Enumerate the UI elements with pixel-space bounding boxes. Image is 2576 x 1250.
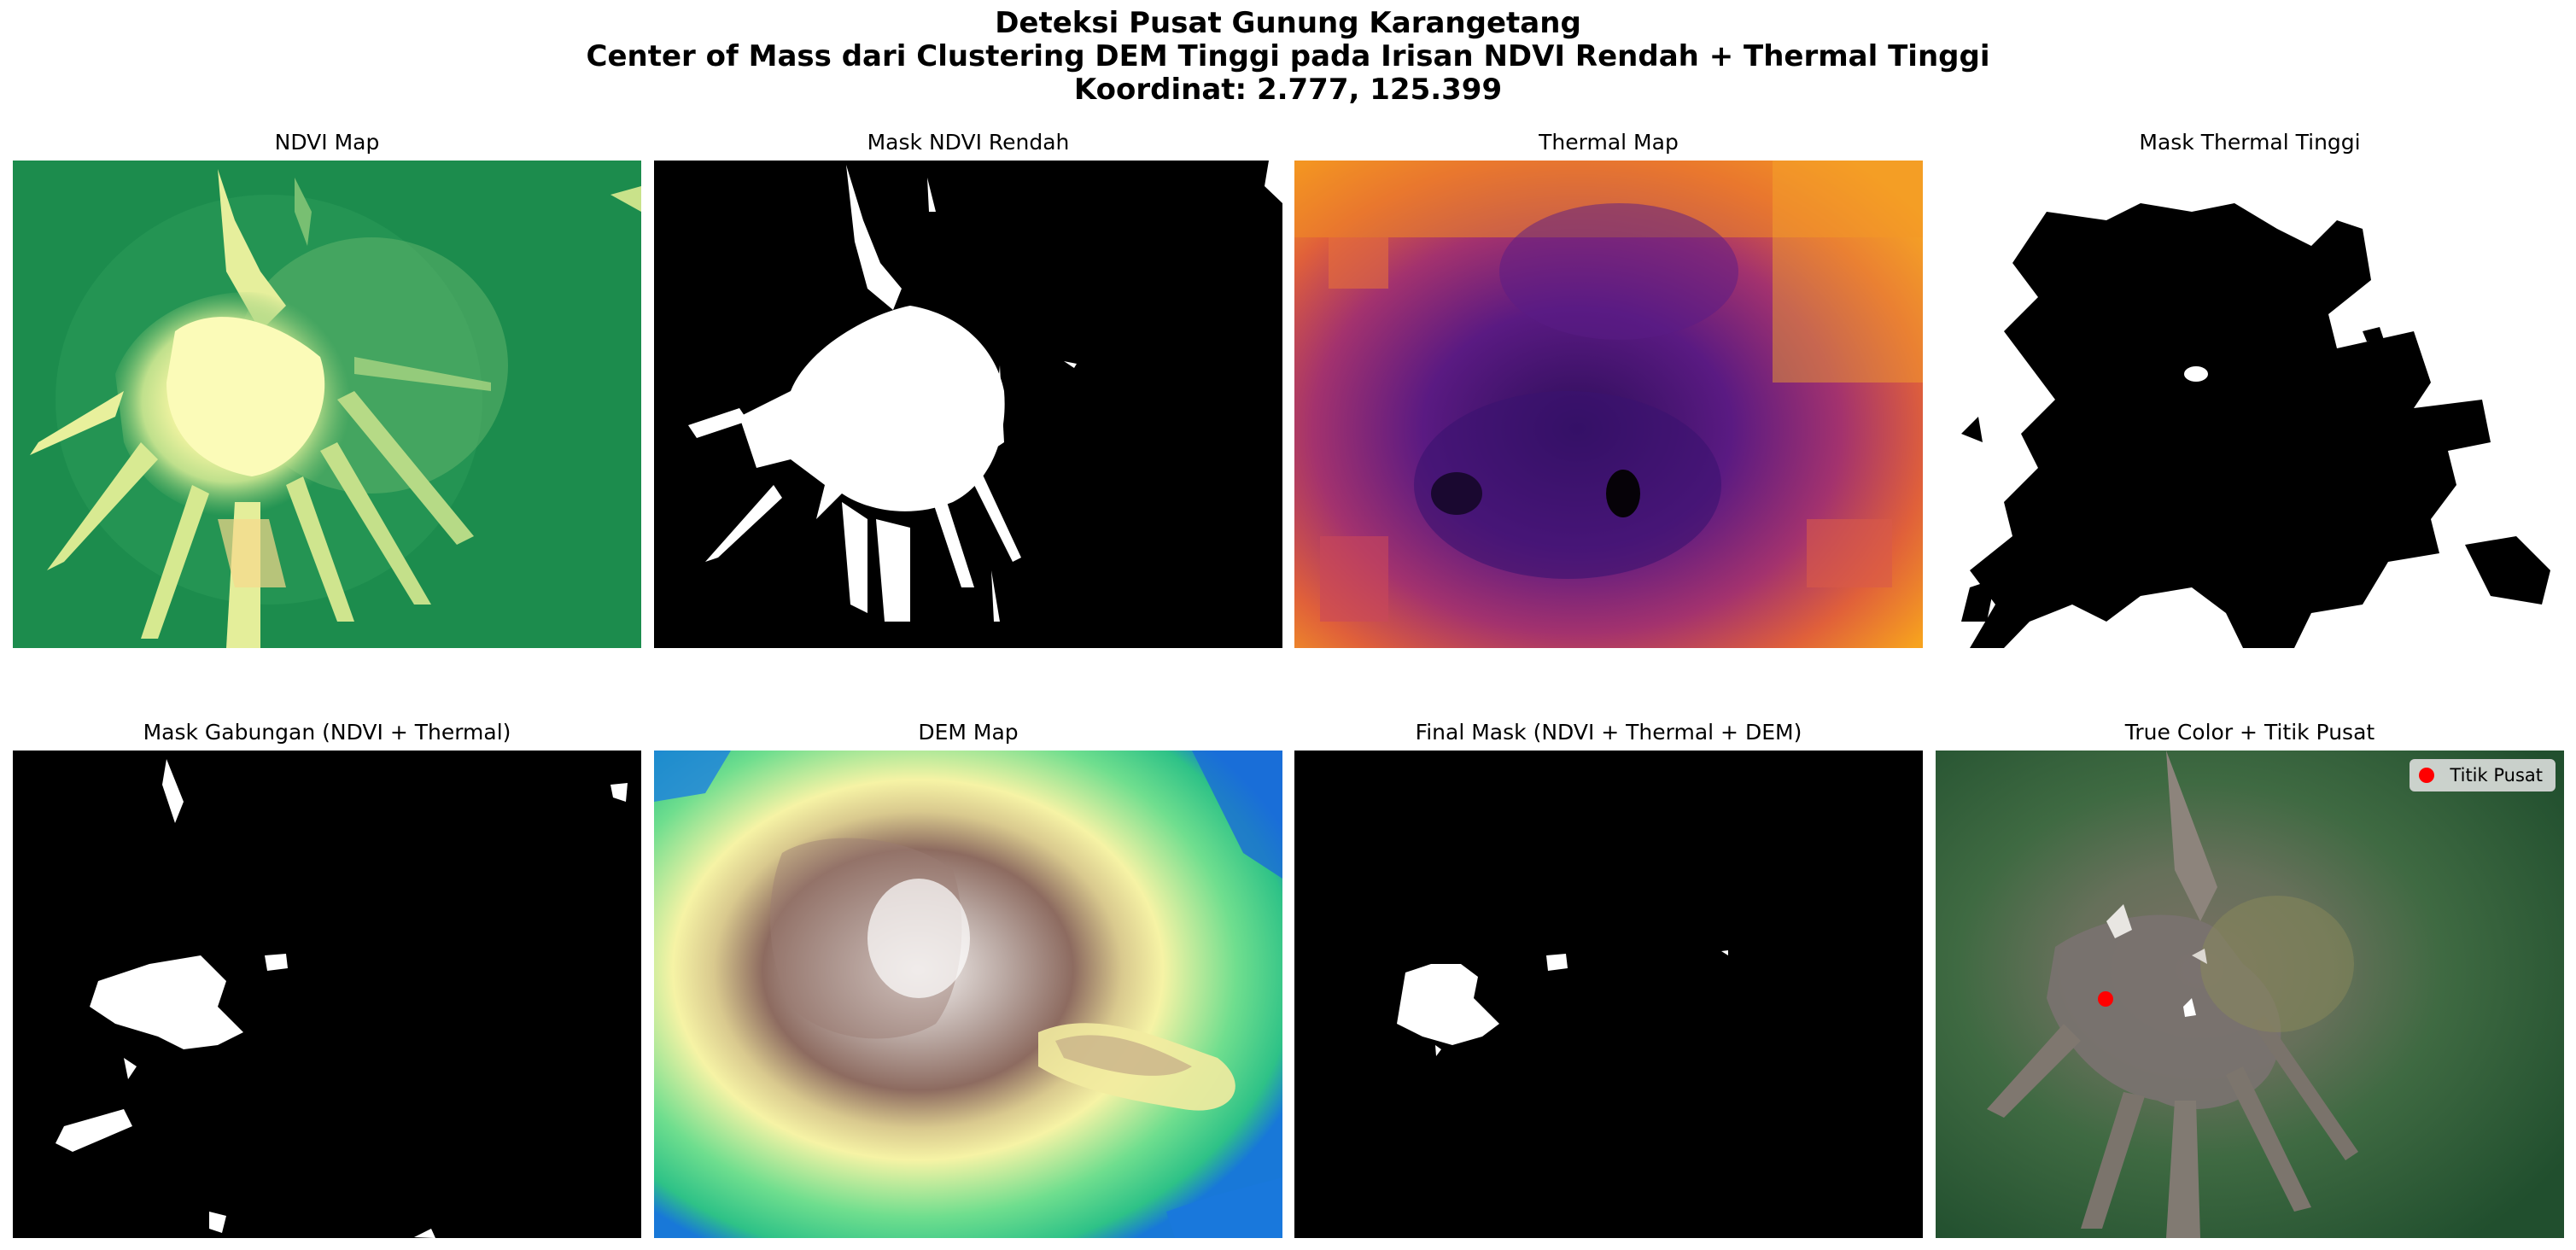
legend-marker-icon <box>2419 768 2435 783</box>
final-mask-image <box>1294 751 1923 1238</box>
ndvi-mask-panel <box>654 161 1282 648</box>
dem-map-image <box>654 751 1282 1238</box>
ndvi-mask-image <box>654 161 1282 648</box>
combined-mask-panel-title: Mask Gabungan (NDVI + Thermal) <box>143 720 511 745</box>
truecolor-panel-title: True Color + Titik Pusat <box>2124 720 2375 745</box>
thermal-map-panel <box>1294 161 1923 648</box>
thermal-mask-panel-title: Mask Thermal Tinggi <box>2139 130 2361 155</box>
figure-title: Deteksi Pusat Gunung Karangetang Center … <box>0 7 2576 107</box>
combined-mask-panel <box>13 751 641 1238</box>
thermal-mask-image <box>1936 161 2564 648</box>
truecolor-legend: Titik Pusat <box>2410 759 2556 791</box>
thermal-mask-panel <box>1936 161 2564 648</box>
legend-label: Titik Pusat <box>2450 765 2543 786</box>
final-mask-panel-title: Final Mask (NDVI + Thermal + DEM) <box>1415 720 1802 745</box>
thermal-map-image <box>1294 161 1923 648</box>
ndvi-mask-panel-title: Mask NDVI Rendah <box>867 130 1070 155</box>
ndvi-panel-title: NDVI Map <box>274 130 380 155</box>
dem-panel-title: DEM Map <box>918 720 1019 745</box>
ndvi-map-image <box>13 161 641 648</box>
ndvi-map-panel <box>13 161 641 648</box>
truecolor-panel: Titik Pusat <box>1936 751 2564 1238</box>
dem-map-panel <box>654 751 1282 1238</box>
figure-title-line-3: Koordinat: 2.777, 125.399 <box>1073 73 1503 107</box>
combined-mask-image <box>13 751 641 1238</box>
figure-title-line-2: Center of Mass dari Clustering DEM Tingg… <box>586 39 1990 73</box>
final-mask-panel <box>1294 751 1923 1238</box>
truecolor-image <box>1936 751 2564 1238</box>
figure-title-line-1: Deteksi Pusat Gunung Karangetang <box>995 6 1581 40</box>
center-point-marker <box>2098 991 2113 1007</box>
thermal-panel-title: Thermal Map <box>1539 130 1679 155</box>
